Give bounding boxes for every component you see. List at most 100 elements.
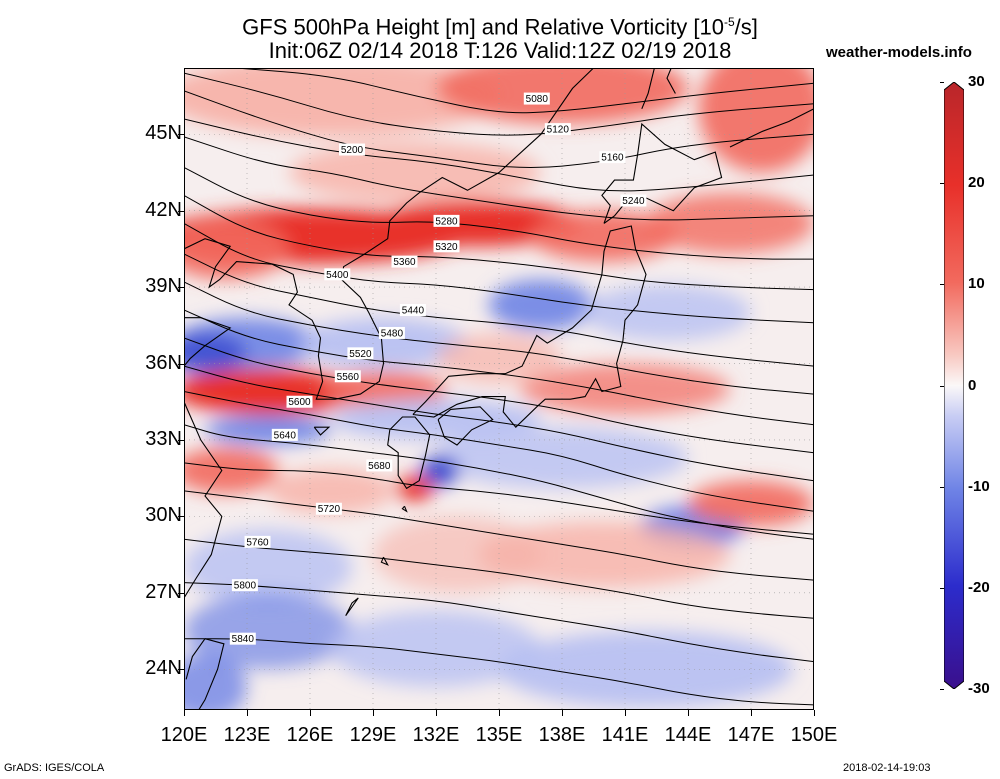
contour-label: 5560 (334, 370, 361, 383)
contour-label: 5440 (399, 304, 426, 317)
contour-label-text: 5600 (288, 397, 311, 408)
contour-label-bg (315, 502, 342, 515)
chart-title-line1: GFS 500hPa Height [m] and Relative Vorti… (100, 9, 900, 40)
vorticity-blob (421, 455, 460, 486)
lat-tick-label: 30N (145, 504, 182, 527)
contour-label-bg (433, 214, 460, 227)
lat-tick (178, 134, 184, 136)
contour-label-bg (620, 194, 647, 207)
colorbar-tick-label: 10 (968, 275, 985, 293)
contour-label-bg (366, 459, 393, 472)
lon-tick (436, 710, 437, 716)
lon-tick (688, 710, 689, 716)
colorbar-tick (940, 82, 944, 83)
height-contour-line (184, 337, 814, 454)
contour-label-bg (271, 428, 298, 441)
height-contour-line (184, 72, 814, 136)
colorbar-tick (940, 284, 944, 286)
contour-label-text: 5480 (381, 328, 404, 339)
lon-tick (814, 710, 815, 716)
vorticity-blob (184, 653, 247, 710)
map-plot: 5080 5120 5160 5200 5240 5280 5320 5360 5400 5440… (184, 68, 814, 710)
contour-label-text: 5840 (232, 634, 255, 645)
contour-label: 5400 (324, 268, 351, 281)
lat-tick-label: 45N (145, 122, 182, 145)
contour-label-text: 5400 (326, 270, 349, 281)
vorticity-blob (583, 284, 751, 341)
lat-tick (178, 592, 184, 594)
colorbar-tick-label: -20 (968, 578, 990, 596)
height-contour-line (184, 365, 814, 482)
contour-label-text: 5560 (337, 372, 360, 383)
colorbar-tick (940, 385, 944, 387)
height-contour-line (184, 582, 814, 663)
contour-label: 5360 (391, 255, 418, 268)
contour-label: 5280 (433, 214, 460, 227)
lon-tick (499, 710, 500, 716)
coastline (641, 68, 655, 110)
lon-tick (373, 710, 374, 716)
height-contour-line (184, 118, 814, 192)
height-contours: 5080 5120 5160 5200 5240 5280 5320 5360 5400 5440… (184, 68, 814, 706)
lat-tick (178, 669, 184, 671)
lon-tick (247, 710, 248, 716)
height-contour-line (184, 222, 814, 324)
vorticity-blob (396, 475, 434, 502)
contour-label-text: 5080 (526, 94, 549, 105)
vorticity-blob (331, 399, 541, 440)
vorticity-blob (530, 210, 678, 262)
lat-tick (178, 439, 184, 441)
title-unit-text: /s] (734, 14, 758, 40)
lon-tick (751, 710, 752, 716)
contour-label: 5160 (599, 151, 626, 164)
contour-label: 5200 (339, 143, 365, 156)
vorticity-blob (698, 68, 814, 173)
vorticity-blob (184, 447, 279, 494)
vorticity-blob (488, 279, 594, 331)
contour-label-bg (544, 123, 571, 136)
lon-tick-label: 144E (664, 724, 712, 746)
colorbar-tick-label: -10 (968, 477, 990, 495)
vorticity-blob (373, 200, 583, 247)
contour-label: 5480 (378, 326, 405, 339)
colorbar-tick-label: 20 (968, 174, 985, 192)
vorticity-blob (184, 368, 363, 415)
map-gridlines (184, 68, 814, 710)
lon-tick-label: 150E (790, 724, 838, 746)
contour-label-text: 5800 (234, 581, 257, 592)
contour-label-text: 5440 (402, 306, 425, 317)
contour-label-text: 5520 (349, 349, 372, 360)
lat-tick-label: 24N (145, 657, 182, 680)
map-frame (184, 68, 814, 710)
contour-label-bg (324, 268, 351, 281)
height-contour-line (184, 638, 814, 706)
title-superscript: -5 (723, 15, 735, 29)
height-contour-line (184, 281, 814, 395)
height-contour-line (184, 462, 814, 535)
height-contour-line (184, 194, 814, 291)
chart-title-line2: Init:06Z 02/14 2018 T:126 Valid:12Z 02/1… (268, 38, 732, 63)
contour-label-text: 5360 (393, 257, 416, 268)
lat-tick-label: 36N (145, 351, 182, 374)
coastline (198, 638, 225, 710)
lat-tick-label: 27N (145, 580, 182, 603)
lon-tick-label: 141E (601, 724, 649, 746)
lon-tick (184, 710, 185, 716)
title-main-text: GFS 500hPa Height [m] and Relative Vorti… (242, 14, 724, 40)
colorbar-tick (940, 183, 944, 185)
contour-label-text: 5120 (547, 125, 570, 136)
lat-tick (178, 516, 184, 518)
contour-label-bg (286, 395, 313, 408)
height-contour-line (184, 391, 814, 512)
contour-label-bg (399, 304, 426, 317)
coastline (184, 68, 594, 400)
vorticity-blob (289, 141, 541, 204)
contour-label-text: 5720 (318, 504, 341, 515)
site-credit[interactable]: weather-models.info (826, 44, 972, 61)
lon-tick (310, 710, 311, 716)
contour-label: 5080 (523, 92, 550, 105)
lon-tick-label: 147E (727, 724, 775, 746)
contour-label: 5760 (244, 535, 271, 548)
colorbar-tick-label: 0 (968, 376, 977, 394)
vorticity-colorbar (944, 82, 964, 689)
